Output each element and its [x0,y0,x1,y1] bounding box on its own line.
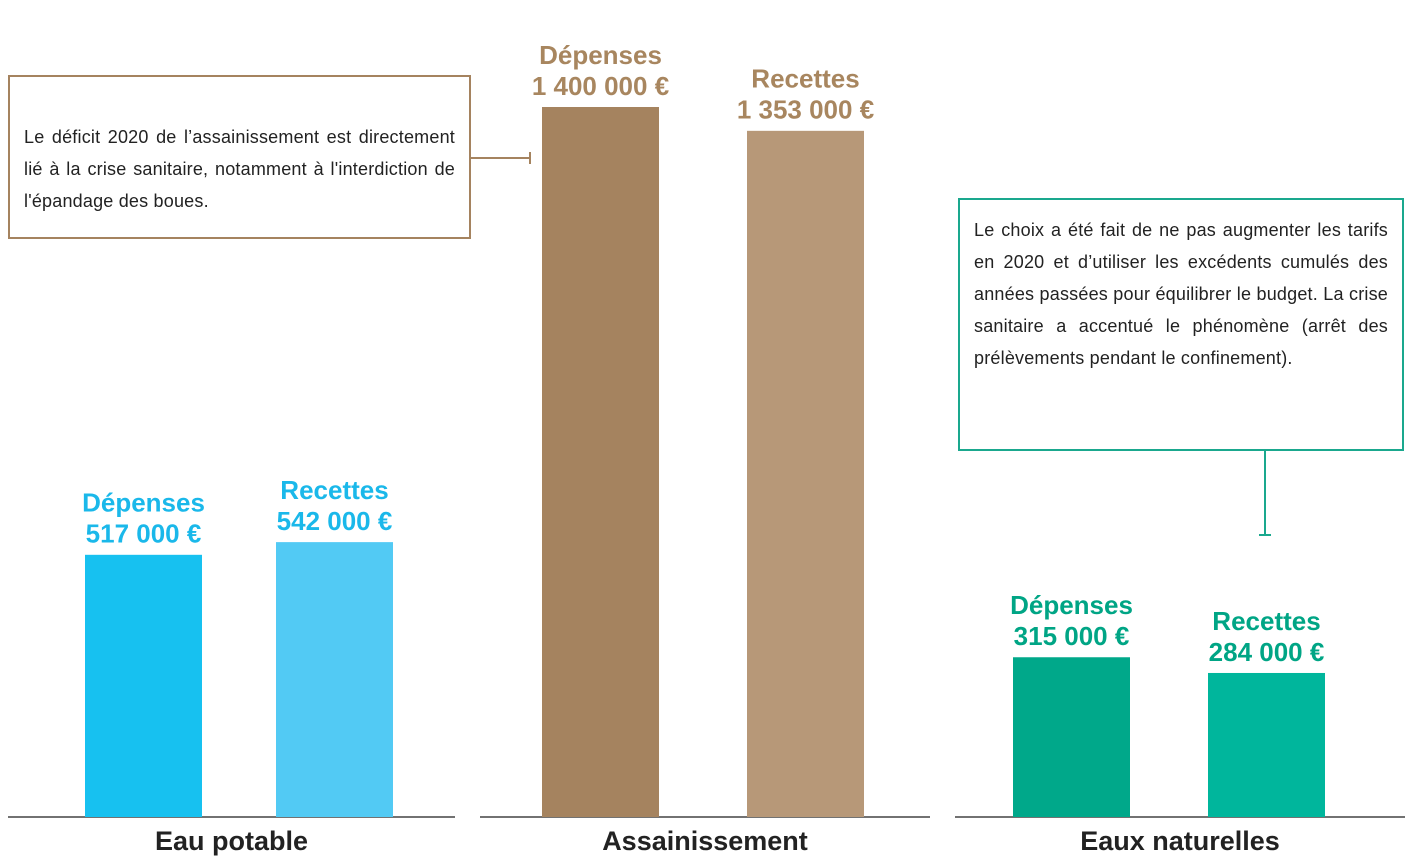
category-label: Dépenses [539,40,662,70]
bar [747,130,864,818]
bar [276,542,393,817]
group-title: Eaux naturelles [1080,826,1280,856]
value-label: 284 000 € [1209,637,1325,667]
value-label: 517 000 € [86,519,202,549]
category-label: Dépenses [1010,590,1133,620]
value-label: 1 400 000 € [532,71,669,101]
category-label: Recettes [280,475,388,505]
value-label: 1 353 000 € [737,95,874,125]
category-label: Recettes [751,64,859,94]
bar [1013,657,1130,817]
group-title: Assainissement [602,826,808,856]
value-label: 315 000 € [1014,621,1130,651]
bar [1208,672,1325,817]
group-title: Eau potable [155,826,308,856]
annotation: Le déficit 2020 de l’assainissement est … [8,75,471,239]
annotation: Le choix a été fait de ne pas augmenter … [958,198,1404,451]
category-label: Recettes [1212,606,1320,636]
bar [85,554,202,817]
bar [542,107,659,817]
value-label: 542 000 € [277,506,393,536]
category-label: Dépenses [82,488,205,518]
